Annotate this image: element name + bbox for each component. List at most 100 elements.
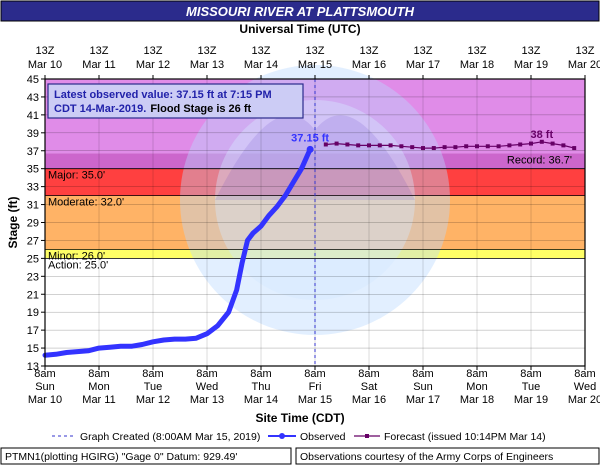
bottom-tick-label-day: Sun <box>35 381 55 393</box>
y-tick-label: 29 <box>27 218 39 230</box>
top-tick-label-date: Mar 19 <box>514 59 548 71</box>
top-tick-label-time: 13Z <box>360 45 379 57</box>
forecast-point <box>345 142 350 147</box>
top-tick-label-date: Mar 10 <box>28 59 62 71</box>
bottom-tick-label-date: Mar 17 <box>406 394 440 406</box>
info-box-line1: Latest observed value: 37.15 ft at 7:15 … <box>54 89 272 101</box>
top-tick-label-time: 13Z <box>252 45 271 57</box>
chart-title: MISSOURI RIVER AT PLATTSMOUTH <box>186 4 415 19</box>
forecast-point <box>464 144 469 149</box>
bottom-tick-label-date: Mar 16 <box>352 394 386 406</box>
bottom-tick-label-date: Mar 13 <box>190 394 224 406</box>
top-tick-label-time: 13Z <box>90 45 109 57</box>
bottom-tick-label-day: Sat <box>361 381 378 393</box>
footer-left-box <box>0 447 292 465</box>
bottom-tick-label-day: Sun <box>413 381 433 393</box>
bottom-tick-label-date: Mar 15 <box>298 394 332 406</box>
bottom-tick-label-time: 8am <box>196 368 217 380</box>
top-tick-label-time: 13Z <box>522 45 541 57</box>
top-tick-label-date: Mar 14 <box>244 59 278 71</box>
y-tick-label: 39 <box>27 128 39 140</box>
y-tick-label: 45 <box>27 74 39 86</box>
y-tick-label: 25 <box>27 253 39 265</box>
y-tick-label: 23 <box>27 271 39 283</box>
top-tick-label-time: 13Z <box>198 45 217 57</box>
threshold-label: Minor: 26.0' <box>48 250 105 262</box>
top-tick-label-time: 13Z <box>36 45 55 57</box>
observed-last-point <box>306 145 314 153</box>
threshold-label: Major: 35.0' <box>48 170 105 182</box>
top-tick-label-time: 13Z <box>144 45 163 57</box>
y-tick-label: 37 <box>27 146 39 158</box>
series-annotation: 37.15 ft <box>291 132 329 144</box>
bottom-tick-label-date: Mar 14 <box>244 394 278 406</box>
legend-observed-marker <box>279 433 285 439</box>
forecast-point <box>431 146 436 151</box>
top-tick-label-date: Mar 18 <box>460 59 494 71</box>
forecast-point <box>442 145 447 150</box>
info-box-line2: CDT 14-Mar-2019. Flood Stage is 26 ft <box>54 103 252 115</box>
forecast-point <box>377 143 382 148</box>
top-tick-label-date: Mar 12 <box>136 59 170 71</box>
bottom-tick-label-date: Mar 20 <box>568 394 600 406</box>
forecast-point <box>356 143 361 148</box>
y-tick-label: 13 <box>27 361 39 373</box>
observed-series-line <box>42 146 313 358</box>
top-tick-label-time: 13Z <box>306 45 325 57</box>
title-bar <box>0 0 600 22</box>
bottom-tick-label-date: Mar 18 <box>460 394 494 406</box>
bottom-axis-title: Site Time (CDT) <box>255 411 344 425</box>
top-tick-label-time: 13Z <box>468 45 487 57</box>
info-box-line2-date: CDT 14-Mar-2019. <box>54 103 146 115</box>
forecast-point <box>453 145 458 150</box>
forecast-point <box>475 144 479 149</box>
y-tick-label: 27 <box>27 235 39 247</box>
y-tick-label: 21 <box>27 289 39 301</box>
top-tick-label-date: Mar 16 <box>352 59 386 71</box>
top-tick-label-date: Mar 20 <box>568 59 600 71</box>
bottom-tick-label-time: 8am <box>466 368 487 380</box>
bottom-tick-label-time: 8am <box>250 368 271 380</box>
top-tick-label-date: Mar 15 <box>298 59 332 71</box>
forecast-point <box>518 142 523 147</box>
top-tick-label-time: 13Z <box>576 45 595 57</box>
forecast-point <box>421 146 425 151</box>
y-tick-label: 31 <box>27 200 39 212</box>
bottom-tick-label-time: 8am <box>574 368 595 380</box>
bottom-tick-label-time: 8am <box>142 368 163 380</box>
top-axis-title: Universal Time (UTC) <box>239 22 360 36</box>
forecast-point <box>572 146 577 151</box>
info-box <box>47 83 304 119</box>
legend-graph-created: Graph Created (8:00AM Mar 15, 2019) <box>80 431 260 443</box>
threshold-label: Action: 25.0' <box>48 259 108 271</box>
forecast-point <box>399 144 404 149</box>
info-box-line2-flood: Flood Stage is 26 ft <box>150 103 251 115</box>
bottom-tick-label-date: Mar 10 <box>28 394 62 406</box>
bottom-tick-label-time: 8am <box>304 368 325 380</box>
bottom-tick-label-day: Mon <box>88 381 109 393</box>
forecast-point <box>529 141 533 146</box>
bottom-tick-label-time: 8am <box>520 368 541 380</box>
y-tick-label: 19 <box>27 307 39 319</box>
bottom-tick-label-day: Thu <box>252 381 271 393</box>
footer-right-box <box>295 447 600 465</box>
top-tick-label-date: Mar 13 <box>190 59 224 71</box>
forecast-point <box>367 143 371 148</box>
series-annotation: 38 ft <box>530 129 553 141</box>
forecast-point <box>539 139 544 144</box>
bottom-tick-label-time: 8am <box>34 368 55 380</box>
bottom-tick-label-day: Fri <box>309 381 322 393</box>
forecast-point <box>561 143 566 148</box>
y-tick-label: 43 <box>27 92 39 104</box>
bottom-tick-label-day: Mon <box>466 381 487 393</box>
footer-datum: PTMN1(plotting HGIRG) "Gage 0" Datum: 92… <box>5 451 237 463</box>
y-tick-label: 41 <box>27 110 39 122</box>
forecast-point <box>410 145 415 150</box>
forecast-point <box>323 142 328 147</box>
observed-series-tail <box>300 149 311 169</box>
forecast-point <box>485 144 490 149</box>
footer-credit: Observations courtesy of the Army Corps … <box>300 451 553 463</box>
legend-forecast-marker <box>365 434 369 438</box>
forecast-point <box>388 143 393 148</box>
